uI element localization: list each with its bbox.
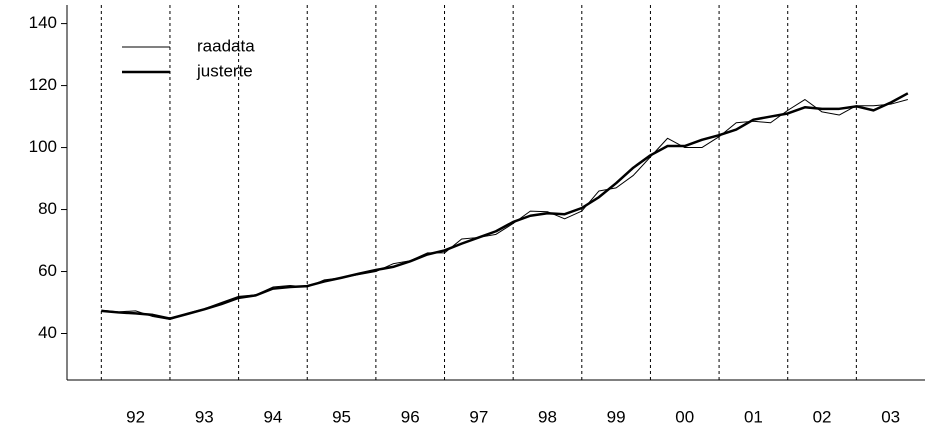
x-tick-label: 94 [263, 407, 282, 426]
x-tick-label: 92 [126, 407, 145, 426]
series-line [101, 99, 908, 321]
y-tick-label: 40 [38, 323, 57, 342]
x-tick-label: 95 [332, 407, 351, 426]
x-tick-label: 96 [401, 407, 420, 426]
x-tick-label: 00 [675, 407, 694, 426]
x-tick-label: 01 [744, 407, 763, 426]
x-tick-label: 93 [195, 407, 214, 426]
x-tick-label: 03 [881, 407, 900, 426]
x-tick-label: 02 [813, 407, 832, 426]
y-tick-label: 100 [29, 137, 57, 156]
y-tick-label: 60 [38, 261, 57, 280]
x-tick-label: 99 [607, 407, 626, 426]
x-tick-label: 98 [538, 407, 557, 426]
series-line [101, 92, 909, 320]
y-tick-label: 140 [29, 13, 57, 32]
y-tick-label: 120 [29, 75, 57, 94]
legend-label: raadata [197, 36, 255, 55]
legend-label: justerte [196, 61, 253, 80]
y-tick-label: 80 [38, 199, 57, 218]
x-tick-label: 97 [469, 407, 488, 426]
